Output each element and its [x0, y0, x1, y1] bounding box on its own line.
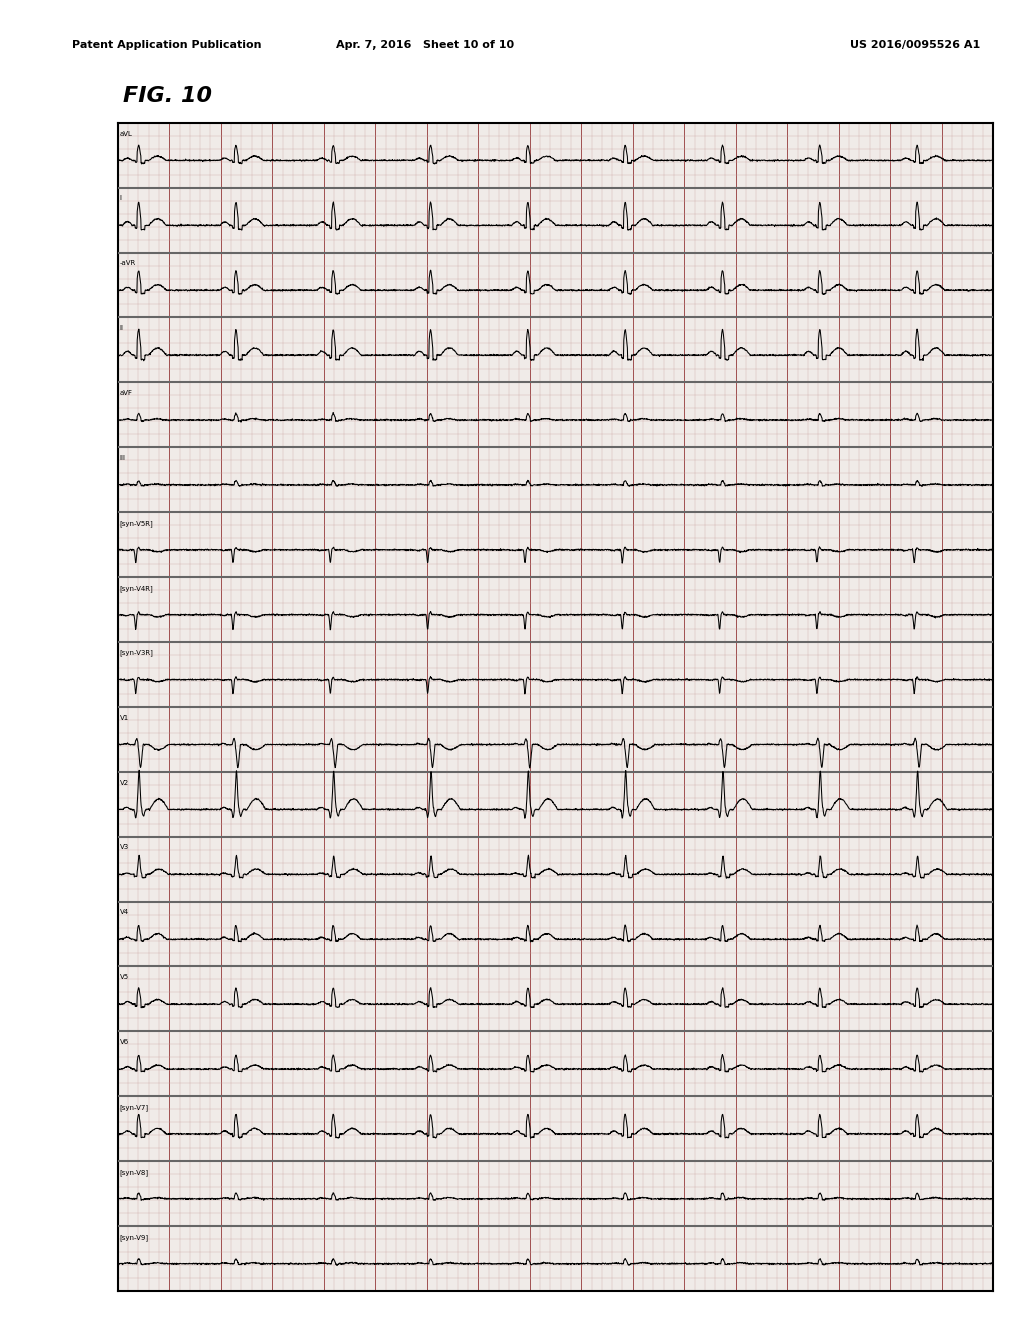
Text: III: III — [120, 455, 126, 461]
Text: [syn-V9]: [syn-V9] — [120, 1234, 148, 1241]
Text: V5: V5 — [120, 974, 129, 981]
Text: V6: V6 — [120, 1039, 129, 1045]
Text: I: I — [120, 195, 122, 202]
Text: V3: V3 — [120, 845, 129, 850]
Text: US 2016/0095526 A1: US 2016/0095526 A1 — [850, 40, 980, 50]
Text: aVF: aVF — [120, 391, 132, 396]
Text: aVL: aVL — [120, 131, 132, 136]
Text: V4: V4 — [120, 909, 129, 915]
Text: V2: V2 — [120, 780, 129, 785]
Text: [syn-V5R]: [syn-V5R] — [120, 520, 154, 527]
Text: -aVR: -aVR — [120, 260, 136, 267]
Text: [syn-V3R]: [syn-V3R] — [120, 649, 154, 656]
Text: [syn-V7]: [syn-V7] — [120, 1104, 148, 1111]
Text: FIG. 10: FIG. 10 — [123, 86, 212, 106]
Text: Patent Application Publication: Patent Application Publication — [72, 40, 261, 50]
Text: [syn-V4R]: [syn-V4R] — [120, 585, 154, 591]
Text: V1: V1 — [120, 714, 129, 721]
Text: II: II — [120, 325, 124, 331]
Text: Apr. 7, 2016   Sheet 10 of 10: Apr. 7, 2016 Sheet 10 of 10 — [336, 40, 514, 50]
Text: [syn-V8]: [syn-V8] — [120, 1170, 148, 1176]
